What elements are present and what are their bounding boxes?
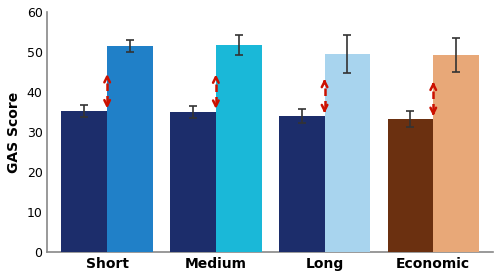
Bar — [279, 116, 324, 252]
Bar — [324, 54, 370, 252]
Bar — [216, 45, 262, 252]
Bar — [434, 55, 479, 252]
Bar — [170, 112, 216, 252]
Y-axis label: GAS Score: GAS Score — [7, 91, 21, 173]
Bar — [388, 119, 434, 252]
Bar — [62, 111, 107, 252]
Bar — [107, 46, 153, 252]
